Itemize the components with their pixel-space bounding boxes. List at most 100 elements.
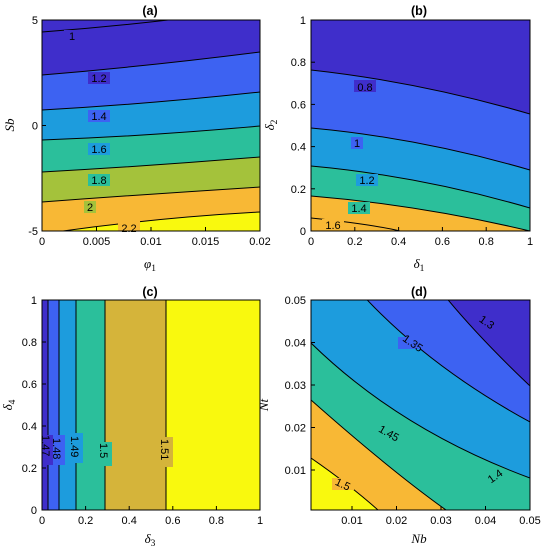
panel-a-xtick: 0.02 [249,236,270,248]
panel-d-xlabel: Nb [410,531,427,546]
panel-b-axes-frame [310,19,531,232]
panel-c-xtick: 0.2 [78,515,93,527]
panel-d-ytick: 0.01 [285,465,306,477]
panel-a: (a) 1 1.2 1.4 1.6 [2,4,271,274]
panel-d-xtick: 0.03 [430,515,451,527]
panel-d-contour-line [311,399,447,510]
panel-c-ytick: 0.4 [22,421,37,433]
panel-c-ytick: 0 [31,505,37,517]
panel-a-ytick: -5 [28,226,38,238]
panel-d-ytick: 0.04 [285,338,306,350]
panel-b-level-label: 1.6 [325,220,340,232]
panel-b-level-label: 1.4 [351,203,366,215]
panel-b-ylabel: δ2 [262,119,280,130]
panel-d-xtick: 0.04 [475,515,496,527]
panel-a-ylabel: Sb [2,118,17,132]
panel-a-band-0 [42,20,260,75]
panel-d-ylabel: Nt [256,398,271,412]
panel-c-xtick: 0.6 [165,515,180,527]
panel-b: (b) 0.8 1 1.2 1.4 1.6 [262,4,533,274]
panel-d-xtick: 0.02 [386,515,407,527]
panel-b-ytick: 0.2 [291,184,306,196]
panel-c-tick-marks [41,299,261,511]
panel-d-xtick: 0.01 [341,515,362,527]
panel-a-ytick: 0 [32,121,38,133]
panel-a-contour-line [42,91,260,111]
panel-c-ytick: 1 [31,295,37,307]
panel-c-xlabel: δ3 [145,531,156,549]
panel-b-contour-line [311,69,530,115]
panel-a-xtick: 0.015 [192,236,220,248]
panel-c-axes-frame [41,299,261,511]
panel-b-tick-marks [310,19,531,232]
panel-d-contour-line [447,300,530,387]
panel-c-level-label: 1.5 [97,443,109,458]
panel-b-level-label: 1 [354,138,360,150]
panel-c: (c) 1.47 1.48 1.49 1.5 1.51 [0,285,263,549]
panel-a-contour-line [42,51,260,76]
panel-b-contour-labels: 0.8 1 1.2 1.4 1.6 [322,80,378,232]
panel-b-ytick: 0.6 [291,99,306,111]
panel-a-contour-line [42,20,173,33]
panel-b-ytick: 0 [300,226,306,238]
panel-c-level-label: 1.51 [158,439,170,460]
panel-d-contour-line [366,300,530,423]
panel-a-level-label: 2 [87,202,93,214]
panel-d-axes-frame [310,299,531,511]
panel-d-level-label: 1.5 [333,476,352,493]
panel-c-ytick: 0.6 [22,379,37,391]
panel-b-xtick: 0.6 [435,236,450,248]
panel-a-level-label: 1.2 [91,73,106,85]
panel-a-contour-line [59,211,260,231]
panel-a-level-label: 1.4 [91,111,106,123]
panel-c-title: (c) [142,285,157,299]
panel-a-level-label: 1.8 [91,175,106,187]
panel-c-band-2 [59,300,76,510]
panel-c-band-5 [105,300,166,510]
panel-c-band-0 [42,300,48,510]
panel-d-ytick: 0.05 [285,295,306,307]
panel-c-ytick: 0.2 [22,463,37,475]
panel-b-ytick: 0.8 [291,57,306,69]
panel-c-xtick: 0.8 [209,515,224,527]
panel-a-contour-line [42,125,260,141]
panel-d-tick-marks [311,299,531,510]
panel-b-xtick: 0.4 [391,236,406,248]
panel-a-level-label: 1 [69,31,75,43]
panel-b-ytick: 0.4 [291,142,306,154]
panel-c-xtick: 0 [39,515,45,527]
panel-c-ylabel: δ4 [0,399,18,410]
panel-b-contour-line [311,165,530,209]
panel-c-level-label: 1.49 [68,436,80,457]
panel-b-xlabel: δ1 [414,256,425,274]
panel-c-level-label: 1.47 [39,435,51,456]
panel-d-ytick: 0.02 [285,423,306,435]
panel-b-band-0 [311,20,530,114]
panel-a-level-label: 1.6 [91,144,106,156]
panel-a-ytick: 5 [32,15,38,27]
panel-d-xtick: 0.05 [519,515,540,527]
panel-b-level-label: 0.8 [357,82,372,94]
panel-a-contour-labels: 1 1.2 1.4 1.6 1.8 2 2.2 [64,30,140,235]
panel-a-level-label: 2.2 [121,223,136,235]
panel-b-contour-line [311,195,530,231]
panel-a-contour-line [42,186,260,203]
panel-a-xtick: 0.005 [83,236,111,248]
panel-a-title: (a) [142,4,157,18]
panel-d-contour-line [311,342,530,479]
panel-b-title: (b) [411,4,427,18]
panel-a-xtick: 0.01 [140,236,161,248]
panel-b-ytick: 1 [300,15,306,27]
panel-c-band-3 [76,300,105,510]
panel-d-contour-labels: 1.3 1.35 1.4 1.45 1.5 [332,314,506,494]
panel-c-contour-lines [47,300,167,510]
panel-b-contour-line [311,127,530,171]
panel-a-xlabel: φ1 [144,256,156,274]
panel-b-xtick: 1 [527,236,533,248]
panel-c-band-6 [166,300,260,510]
panel-c-xtick: 1 [257,515,263,527]
panel-c-band-1 [48,300,59,510]
panel-c-level-label: 1.48 [50,438,62,459]
panel-a-tick-marks [41,19,261,232]
